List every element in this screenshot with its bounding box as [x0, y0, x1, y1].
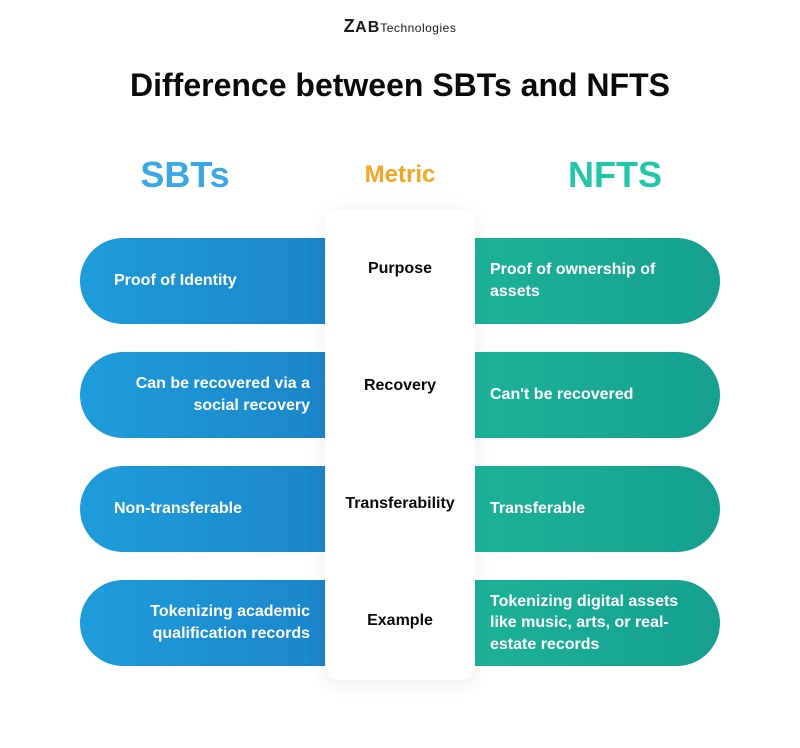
metric-transferability: Transferability — [325, 445, 475, 563]
metric-example: Example — [325, 563, 475, 681]
page-title: Difference between SBTs and NFTS — [0, 67, 800, 104]
header-sbts: SBTs — [50, 154, 320, 196]
logo-tech: Technologies — [380, 21, 456, 35]
metric-recovery: Recovery — [325, 328, 475, 446]
logo-z: Z — [344, 16, 356, 36]
metric-column: Purpose Recovery Transferability Example — [325, 210, 475, 680]
header-nfts: NFTS — [480, 154, 750, 196]
header-metric: Metric — [320, 161, 480, 189]
column-headers: SBTs Metric NFTS — [0, 154, 800, 196]
brand-logo: ZABTechnologies — [0, 0, 800, 37]
metric-purpose: Purpose — [325, 210, 475, 328]
logo-ab: AB — [355, 19, 380, 36]
comparison-table: Purpose Recovery Transferability Example… — [0, 216, 800, 688]
